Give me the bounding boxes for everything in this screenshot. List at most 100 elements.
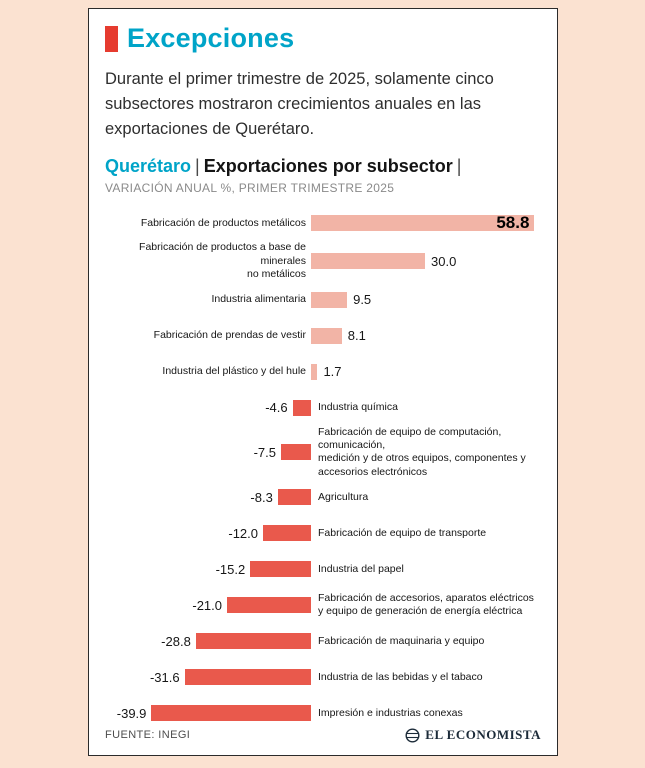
bar-label: Industria de las bebidas y el tabaco — [318, 670, 483, 683]
negative-bar — [263, 525, 311, 542]
positive-bar: 58.8 — [311, 213, 535, 233]
chart-row: -15.2 Industria del papel — [105, 551, 541, 587]
negative-bar — [281, 444, 311, 461]
bar-value: -28.8 — [161, 633, 191, 649]
chart-row: -4.6 Industria química — [105, 390, 541, 426]
brand: EL ECONOMISTA — [405, 727, 541, 743]
chart-row-left: Industria del plástico y del hule — [105, 365, 311, 378]
chart-row-right: Fabricación de equipo de computación, co… — [311, 426, 541, 480]
chart-row: -8.3 Agricultura — [105, 479, 541, 515]
chart-row-right: 1.7 — [311, 363, 541, 380]
bar-value: -21.0 — [192, 597, 222, 613]
bar-value: -8.3 — [250, 489, 273, 505]
chart-subtitle: VARIACIÓN ANUAL %, PRIMER TRIMESTRE 2025 — [105, 181, 395, 196]
infographic-card: Excepciones Durante el primer trimestre … — [88, 8, 558, 756]
chart-row-right: 30.0 — [311, 253, 541, 270]
bar-label: Industria del papel — [318, 562, 404, 575]
bar-value: -39.9 — [116, 705, 147, 721]
page-title: Excepciones — [127, 23, 295, 53]
chart-row: Industria del plástico y del hule 1.7 — [105, 354, 541, 390]
bar-value: 1.7 — [323, 364, 342, 380]
bar-value: -31.6 — [149, 669, 180, 685]
bar-label: Industria química — [318, 400, 398, 413]
chart-row: -28.8 Fabricación de maquinaria y equipo — [105, 623, 541, 659]
negative-bar — [195, 633, 311, 650]
chart-row-right: Impresión e industrias conexas — [311, 707, 541, 720]
chart-row-left: -28.8 — [105, 633, 311, 650]
chart-row-left: Fabricación de prendas de vestir — [105, 329, 311, 342]
chart-row-left: -4.6 — [105, 399, 311, 416]
title-row: Excepciones — [105, 23, 541, 54]
chart-row-left: -8.3 — [105, 489, 311, 506]
chart-row: -21.0 Fabricación de accesorios, aparatos… — [105, 587, 541, 623]
chart-row: Fabricación de prendas de vestir 8.1 — [105, 318, 541, 354]
bar-label: Industria alimentaria — [211, 292, 306, 305]
el-economista-logo-icon — [405, 727, 420, 743]
chart-title-region: Querétaro — [105, 156, 192, 177]
chart-row-right: 9.5 — [311, 291, 541, 308]
chart-row: -12.0 Fabricación de equipo de transporte — [105, 515, 541, 551]
bar-label: Fabricación de productos a base de miner… — [139, 241, 306, 281]
bar-value: 58.8 — [496, 213, 530, 233]
negative-bar — [277, 489, 311, 506]
bar-value: -15.2 — [215, 561, 246, 577]
chart-row: -7.5 Fabricación de equipo de computación… — [105, 426, 541, 480]
bar-label: Fabricación de productos metálicos — [140, 216, 306, 229]
chart-row: Industria alimentaria 9.5 — [105, 282, 541, 318]
chart-title-subject: Exportaciones por subsector — [203, 156, 453, 177]
chart-row-left: -15.2 — [105, 561, 311, 578]
positive-bar — [311, 327, 342, 344]
negative-bar — [151, 705, 311, 722]
bar-value: 9.5 — [353, 292, 372, 308]
bar-value: 8.1 — [347, 328, 366, 344]
red-accent-square — [105, 25, 118, 52]
chart-row-right: Fabricación de accesorios, aparatos eléc… — [311, 592, 541, 619]
chart-row: -39.9 Impresión e industrias conexas — [105, 695, 541, 731]
bar-label: Fabricación de equipo de computación, co… — [318, 425, 526, 478]
chart-row-right: Fabricación de equipo de transporte — [311, 527, 541, 540]
chart-row-right: Industria del papel — [311, 563, 541, 576]
chart-row: -31.6 Industria de las bebidas y el tabac… — [105, 659, 541, 695]
chart-row-right: 58.8 — [311, 213, 541, 233]
bar-value: -7.5 — [253, 444, 276, 460]
chart-row-left: Industria alimentaria — [105, 293, 311, 306]
chart-row-right: Agricultura — [311, 491, 541, 504]
chart-row-left: -31.6 — [105, 669, 311, 686]
negative-bar — [227, 597, 311, 614]
separator-icon: | — [195, 156, 200, 177]
bar-value: -12.0 — [228, 525, 258, 541]
positive-bar — [311, 253, 425, 270]
chart-title: Querétaro | Exportaciones por subsector | — [105, 156, 541, 177]
footer: FUENTE: INEGI EL ECONOMISTA — [105, 727, 541, 743]
bar-value: 30.0 — [431, 253, 457, 269]
chart-row: Fabricación de productos metálicos 58.8 — [105, 205, 541, 241]
intro-text: Durante el primer trimestre de 2025, sol… — [105, 70, 494, 138]
bar-label: Fabricación de maquinaria y equipo — [318, 634, 485, 647]
negative-bar — [184, 669, 311, 686]
bar-label: Impresión e industrias conexas — [318, 706, 463, 719]
chart-row-left: Fabricación de productos metálicos — [105, 217, 311, 230]
bar-label: Agricultura — [318, 490, 369, 503]
chart-row-right: Industria de las bebidas y el tabaco — [311, 671, 541, 684]
bar-label: Fabricación de equipo de transporte — [318, 526, 487, 539]
chart-row-right: Industria química — [311, 401, 541, 414]
negative-bar — [292, 399, 311, 416]
chart-row-left: Fabricación de productos a base de miner… — [105, 241, 311, 281]
chart-row-left: -12.0 — [105, 525, 311, 542]
bar-value: -4.6 — [265, 400, 288, 416]
bar-label: Industria del plástico y del hule — [162, 364, 306, 377]
chart-row-left: -39.9 — [105, 705, 311, 722]
brand-name: EL ECONOMISTA — [425, 727, 541, 742]
bar-label: Fabricación de accesorios, aparatos eléc… — [318, 591, 534, 618]
bar-label: Fabricación de prendas de vestir — [153, 328, 306, 341]
positive-bar — [311, 363, 318, 380]
chart-row-right: 8.1 — [311, 327, 541, 344]
chart-row: Fabricación de productos a base de miner… — [105, 241, 541, 281]
chart-row-left: -7.5 — [105, 444, 311, 461]
negative-bar — [250, 561, 311, 578]
positive-bar — [311, 291, 348, 308]
source-label: FUENTE: INEGI — [105, 729, 191, 741]
chart-row-right: Fabricación de maquinaria y equipo — [311, 635, 541, 648]
chart-row-left: -21.0 — [105, 597, 311, 614]
separator-icon: | — [456, 156, 462, 177]
